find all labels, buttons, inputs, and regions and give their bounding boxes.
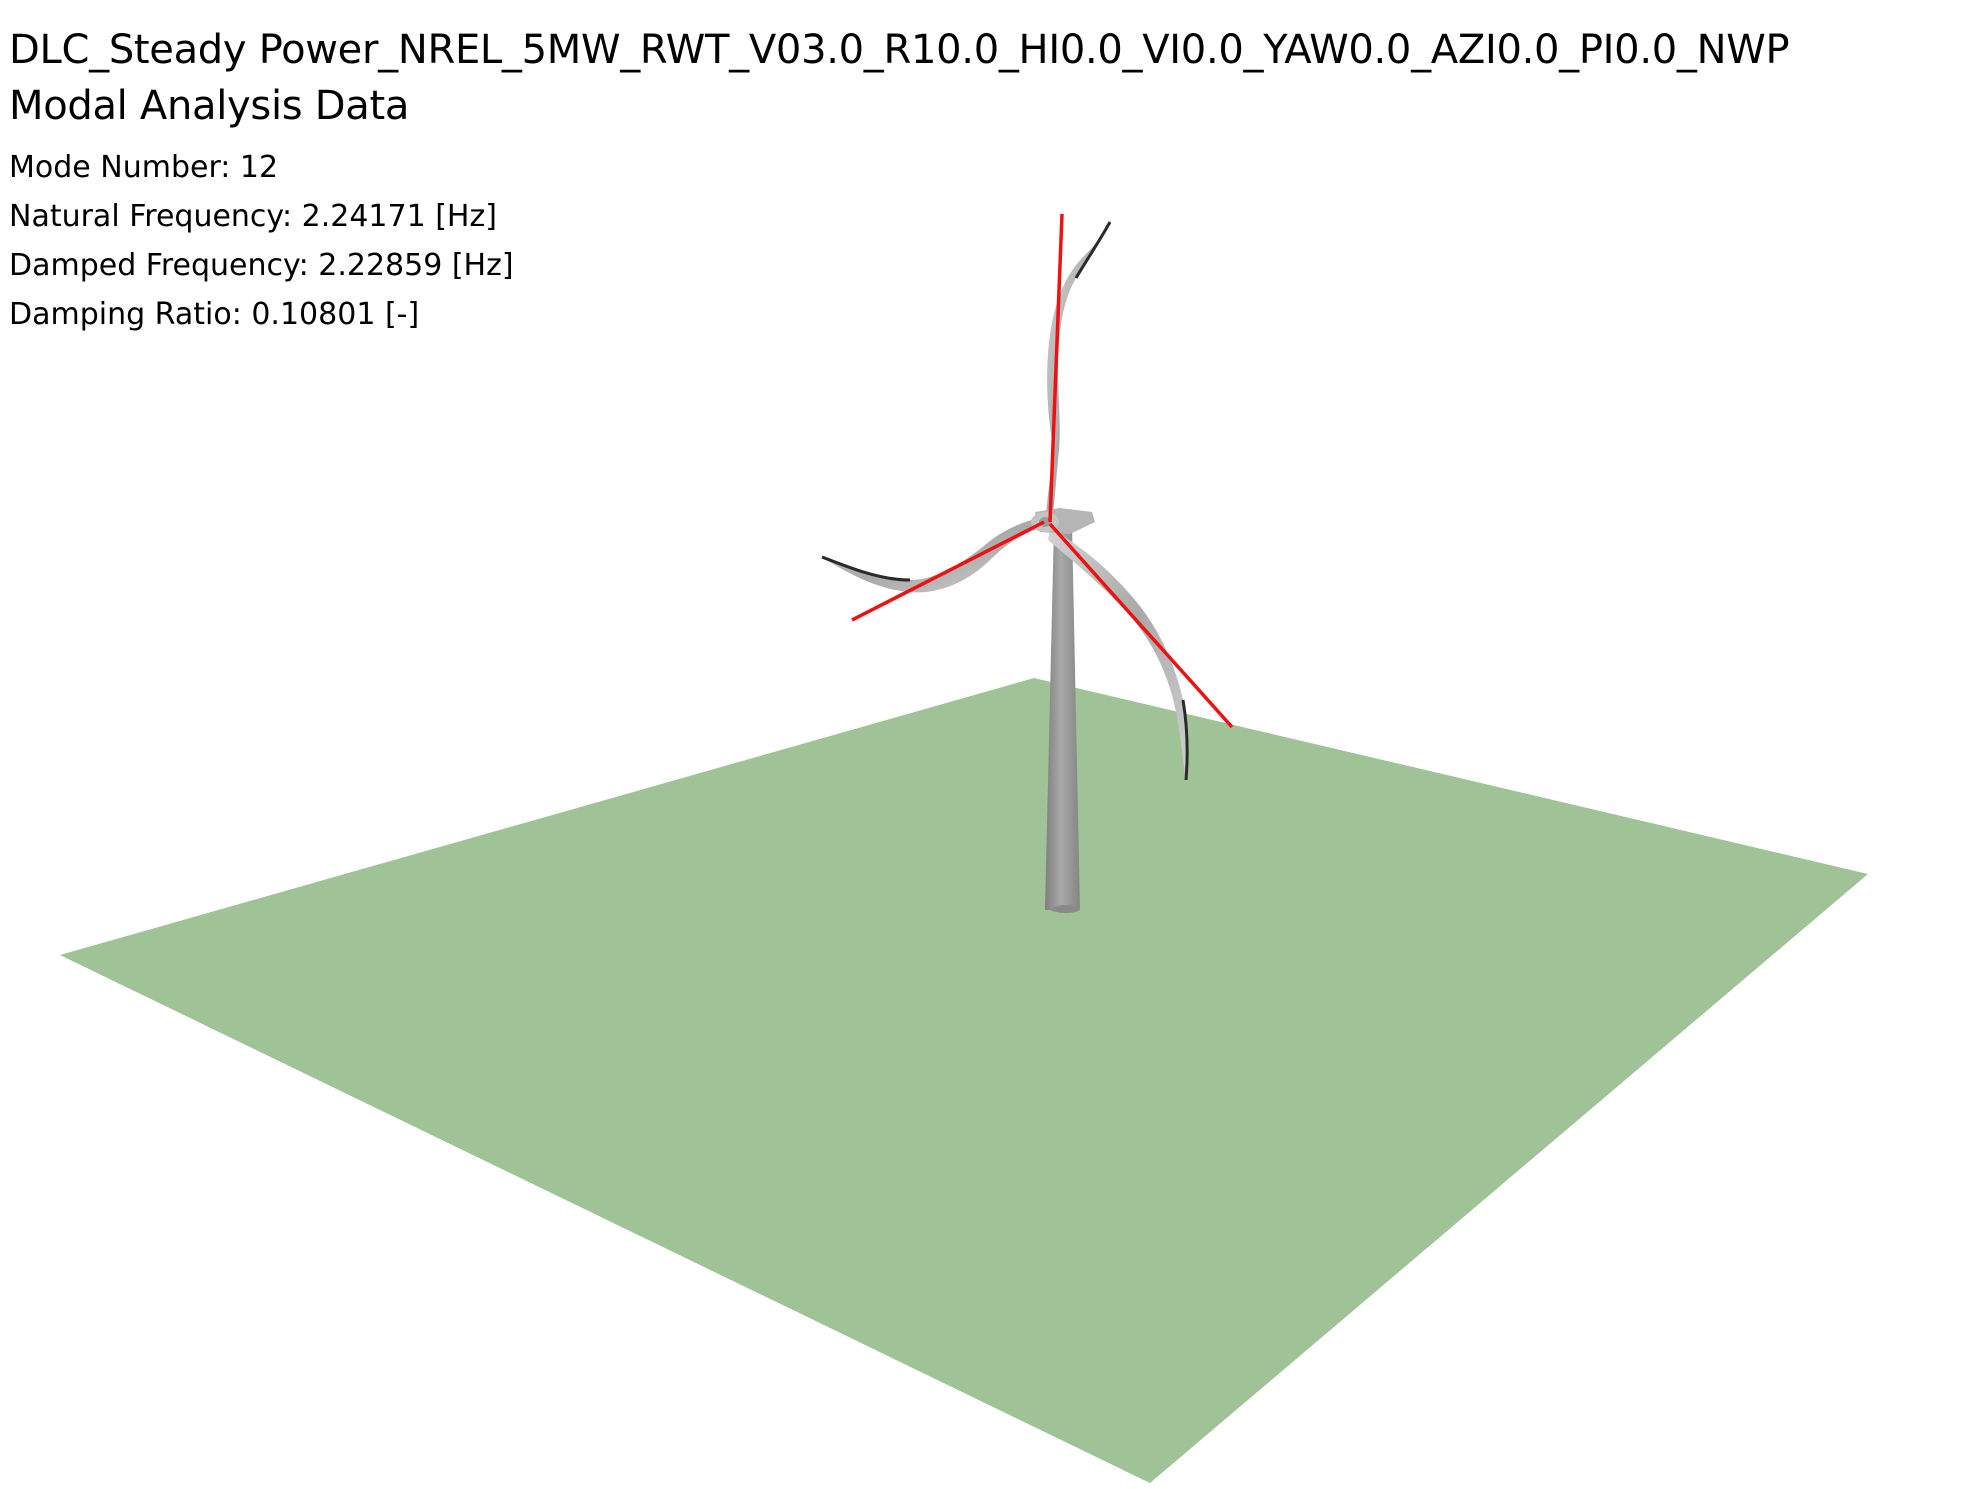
tower-base xyxy=(1052,905,1080,913)
ground-plane xyxy=(60,678,1868,1483)
damping-ratio: Damping Ratio: 0.10801 [-] xyxy=(9,297,420,332)
simulation-case-title: DLC_Steady Power_NREL_5MW_RWT_V03.0_R10.… xyxy=(9,27,1790,73)
blade-right xyxy=(1048,528,1189,781)
reference-line-left xyxy=(851,520,1045,622)
rotor-hub xyxy=(1031,508,1095,534)
mode-number: Mode Number: 12 xyxy=(9,150,279,185)
reference-line-right xyxy=(1048,522,1234,729)
blade-left xyxy=(821,518,1040,593)
reference-line-upper xyxy=(1048,213,1064,523)
info-overlay: DLC_Steady Power_NREL_5MW_RWT_V03.0_R10.… xyxy=(9,22,1790,339)
modal-details: Mode Number: 12 Natural Frequency: 2.241… xyxy=(9,143,1789,339)
damped-frequency: Damped Frequency: 2.22859 [Hz] xyxy=(9,248,514,283)
analysis-title: Modal Analysis Data xyxy=(9,83,410,129)
natural-frequency: Natural Frequency: 2.24171 [Hz] xyxy=(9,199,497,234)
tower xyxy=(1045,525,1080,912)
blade-upper xyxy=(1046,221,1112,520)
